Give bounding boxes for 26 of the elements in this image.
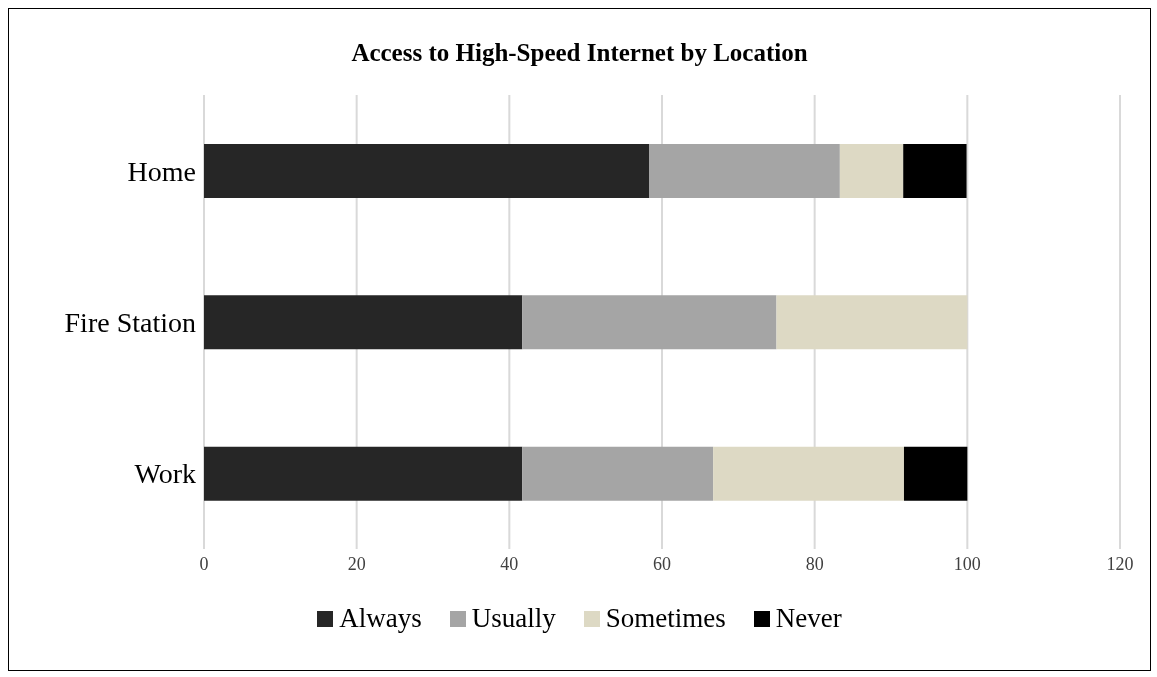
bar: [903, 446, 968, 501]
bar: [204, 295, 523, 350]
x-tick-label: 20: [347, 553, 366, 574]
bar: [776, 295, 968, 350]
y-tick-label: Home: [127, 155, 196, 187]
y-tick-label: Fire Station: [64, 306, 196, 338]
x-tick-label: 100: [953, 553, 981, 574]
bar: [204, 446, 523, 501]
x-tick-label: 60: [653, 553, 671, 574]
bar: [522, 446, 714, 501]
bar: [713, 446, 904, 501]
bar: [649, 144, 840, 198]
bar: [839, 144, 904, 198]
bar: [522, 295, 777, 350]
x-tick-label: 120: [1106, 553, 1134, 574]
legend-label: Sometimes: [605, 603, 726, 634]
chart-title: Access to High-Speed Internet by Location: [350, 39, 809, 67]
bar: [204, 144, 650, 198]
x-tick-label: 0: [199, 553, 209, 574]
x-tick-label: 40: [500, 553, 519, 574]
legend-label: Always: [339, 603, 422, 634]
y-tick-label: Work: [134, 458, 196, 490]
legend-label: Usually: [471, 603, 556, 634]
bar: [903, 144, 967, 198]
x-tick-label: 80: [805, 553, 824, 574]
legend-label: Never: [775, 603, 842, 634]
